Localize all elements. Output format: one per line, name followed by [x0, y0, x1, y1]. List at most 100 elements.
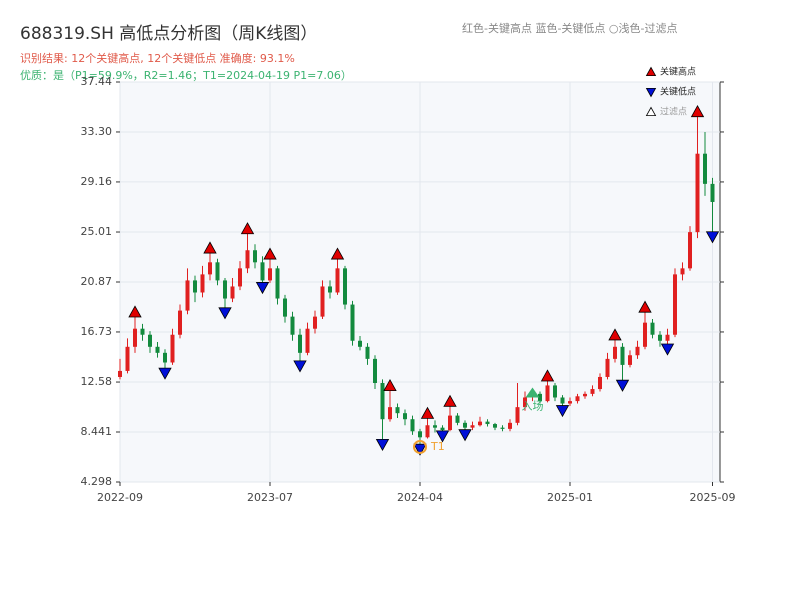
marks [118, 105, 720, 456]
candle-body [628, 355, 632, 365]
candle-body [298, 334, 302, 353]
candle-body [155, 346, 160, 353]
candle-body [695, 153, 700, 233]
x-tick-label: 2023-07 [247, 491, 293, 504]
candle-body [425, 425, 430, 438]
candle-body [590, 389, 595, 394]
key-point [458, 429, 472, 442]
y-tick-label: 8.441 [81, 425, 113, 438]
legend-marker [645, 88, 657, 98]
candle-body [215, 262, 220, 281]
candle-body [545, 385, 550, 402]
key-point [413, 443, 427, 456]
candle-body [493, 424, 497, 428]
subtitle-2: 优质：是（P1=59.9%，R2=1.46；T1=2024-04-19 P1=7… [20, 69, 352, 82]
key-point [293, 360, 307, 373]
candle-body [508, 422, 512, 429]
candle-body [133, 328, 137, 347]
key-point [435, 430, 450, 443]
candle-body [373, 358, 377, 384]
candle-body [403, 413, 407, 420]
key-point [608, 328, 622, 341]
annotation-text: T1 [430, 440, 445, 453]
candle-body [328, 286, 332, 293]
candle-body [680, 268, 685, 275]
key-point [420, 406, 435, 419]
key-point [383, 379, 397, 392]
candle-body [688, 232, 692, 269]
candle-body [245, 250, 250, 269]
key-point [540, 369, 555, 382]
candle-body [568, 401, 572, 404]
candle-body [433, 425, 437, 428]
candle-body [463, 422, 467, 428]
candle-body [283, 298, 287, 317]
candle-body [478, 421, 482, 426]
y-tick-label: 4.298 [81, 475, 113, 488]
candle-body [620, 346, 625, 365]
candle-body [253, 250, 257, 263]
legend-marker [645, 106, 657, 116]
candle-body [350, 304, 355, 341]
legend-label: 关键低点 [660, 86, 696, 98]
candle-body [440, 427, 445, 431]
candle-body [163, 352, 167, 363]
candle-body [673, 274, 677, 335]
y-tick-label: 12.58 [81, 375, 113, 388]
candle-body [170, 334, 175, 363]
key-point [638, 300, 652, 313]
candle-body [125, 346, 130, 371]
candle-body [643, 322, 647, 347]
candle-body [500, 427, 505, 429]
candle-body [178, 310, 182, 335]
candle-body [223, 280, 227, 299]
candle-body [320, 286, 325, 317]
candle-body [140, 328, 145, 335]
legend-label: 过滤点 [660, 106, 687, 118]
key-point [128, 305, 142, 318]
x-tick-label: 2024-04 [397, 491, 443, 504]
candle-body [448, 415, 452, 431]
candle-body [455, 415, 460, 423]
candle-body [470, 425, 475, 428]
color-note: 红色-关键高点 蓝色-关键低点 ○浅色-过滤点 [462, 21, 678, 35]
y-tick-label: 33.30 [81, 125, 113, 138]
candle-body [358, 340, 362, 347]
entry-arrow [525, 387, 540, 398]
key-point [705, 231, 720, 244]
candle-body [605, 358, 610, 377]
candle-body [260, 262, 265, 281]
y-tick-label: 29.16 [81, 175, 113, 188]
candle-body [193, 280, 197, 293]
candle-body [395, 407, 400, 414]
candle-body [523, 397, 527, 408]
subtitle: 识别结果: 12个关键高点, 12个关键低点 准确度: 93.1% [20, 51, 295, 65]
candle-body [598, 376, 602, 390]
key-point [330, 247, 345, 260]
candle-body [230, 286, 235, 299]
candle-body [343, 268, 347, 305]
key-point [203, 241, 217, 254]
x-tick-label: 2022-09 [97, 491, 143, 504]
candle-body [575, 396, 580, 402]
key-point [443, 394, 457, 407]
candle-body [335, 268, 340, 293]
key-point [555, 405, 570, 418]
candle-body [583, 393, 587, 397]
axes: 4.298 8.441 12.58 16.73 20.87 25.01 29.16 33.30… [81, 66, 736, 505]
key-point [158, 367, 172, 380]
candle-body [380, 383, 385, 420]
candle-body [515, 407, 520, 423]
key-point [615, 379, 630, 392]
candle-body [305, 328, 310, 353]
candle-body [185, 280, 190, 311]
key-point [660, 343, 675, 356]
candle-body [365, 346, 370, 359]
candle-body [418, 431, 422, 438]
y-tick-label: 25.01 [81, 225, 113, 238]
candle-body [118, 370, 122, 377]
candle-body [710, 183, 715, 202]
candle-body [703, 153, 707, 184]
y-tick-label: 16.73 [81, 325, 113, 338]
